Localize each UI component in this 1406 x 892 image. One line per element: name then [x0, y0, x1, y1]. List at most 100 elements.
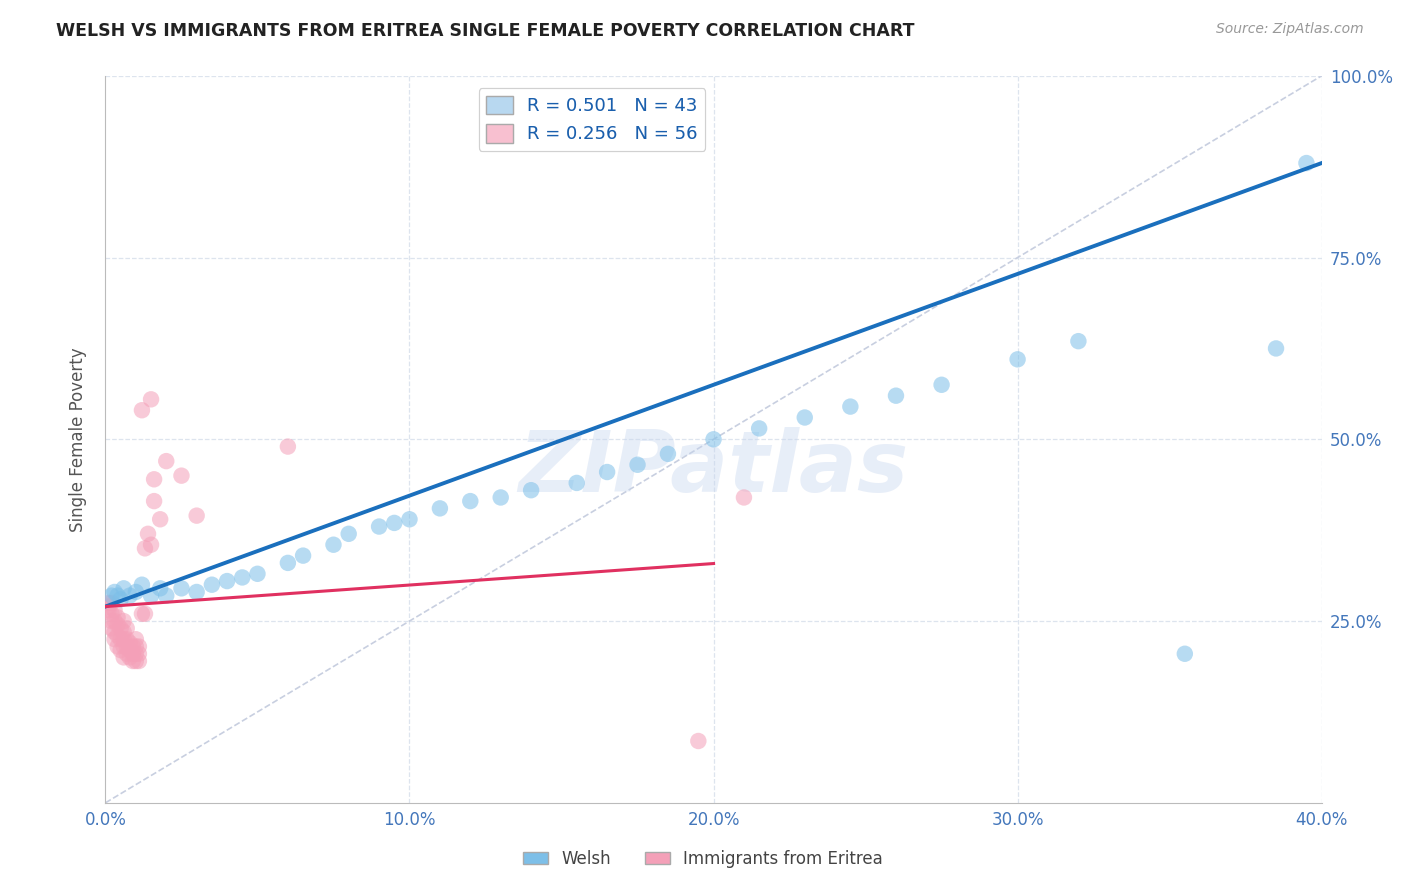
Point — [231, 570, 253, 584]
Point — [143, 472, 166, 486]
Point — [134, 607, 156, 621]
Text: WELSH VS IMMIGRANTS FROM ERITREA SINGLE FEMALE POVERTY CORRELATION CHART: WELSH VS IMMIGRANTS FROM ERITREA SINGLE … — [56, 22, 915, 40]
Point — [100, 607, 122, 621]
Point — [128, 640, 150, 654]
Point — [688, 734, 710, 748]
Point — [128, 654, 150, 668]
Point — [118, 643, 141, 657]
Point — [143, 494, 166, 508]
Point — [489, 491, 512, 505]
Point — [121, 640, 143, 654]
Point — [337, 526, 360, 541]
Point — [125, 654, 148, 668]
Legend: Welsh, Immigrants from Eritrea: Welsh, Immigrants from Eritrea — [516, 844, 890, 875]
Point — [793, 410, 815, 425]
Point — [110, 643, 132, 657]
Point — [100, 589, 122, 603]
Point — [186, 585, 208, 599]
Point — [107, 617, 129, 632]
Point — [155, 454, 177, 468]
Point — [1265, 342, 1288, 356]
Point — [520, 483, 543, 498]
Point — [107, 610, 129, 624]
Point — [110, 632, 132, 647]
Point — [115, 640, 138, 654]
Point — [170, 468, 193, 483]
Point — [107, 640, 129, 654]
Point — [565, 475, 588, 490]
Point — [112, 632, 135, 647]
Point — [115, 621, 138, 635]
Point — [121, 647, 143, 661]
Point — [125, 640, 148, 654]
Point — [657, 447, 679, 461]
Point — [131, 403, 153, 417]
Point — [121, 654, 143, 668]
Point — [292, 549, 315, 563]
Point — [149, 512, 172, 526]
Point — [931, 377, 953, 392]
Point — [103, 614, 125, 628]
Legend: R = 0.501   N = 43, R = 0.256   N = 56: R = 0.501 N = 43, R = 0.256 N = 56 — [478, 88, 706, 151]
Y-axis label: Single Female Poverty: Single Female Poverty — [69, 347, 87, 532]
Point — [107, 629, 129, 643]
Point — [277, 556, 299, 570]
Point — [839, 400, 862, 414]
Point — [1174, 647, 1197, 661]
Point — [246, 566, 269, 581]
Point — [125, 647, 148, 661]
Point — [458, 494, 481, 508]
Point — [186, 508, 208, 523]
Point — [1007, 352, 1029, 367]
Point — [118, 650, 141, 665]
Point — [217, 574, 239, 588]
Point — [429, 501, 451, 516]
Point — [322, 538, 344, 552]
Point — [134, 541, 156, 556]
Point — [125, 632, 148, 647]
Point — [626, 458, 648, 472]
Point — [155, 589, 177, 603]
Point — [139, 392, 162, 407]
Point — [97, 596, 120, 610]
Point — [128, 647, 150, 661]
Point — [112, 582, 135, 596]
Point — [368, 519, 391, 533]
Point — [201, 578, 224, 592]
Point — [1295, 156, 1317, 170]
Point — [748, 421, 770, 435]
Point — [139, 589, 162, 603]
Point — [112, 614, 135, 628]
Point — [115, 647, 138, 661]
Point — [100, 596, 122, 610]
Point — [103, 603, 125, 617]
Point — [398, 512, 420, 526]
Text: Source: ZipAtlas.com: Source: ZipAtlas.com — [1216, 22, 1364, 37]
Point — [1067, 334, 1090, 348]
Point — [382, 516, 405, 530]
Point — [110, 621, 132, 635]
Point — [112, 640, 135, 654]
Point — [100, 614, 122, 628]
Point — [103, 585, 125, 599]
Point — [112, 650, 135, 665]
Point — [131, 578, 153, 592]
Point — [131, 607, 153, 621]
Point — [596, 465, 619, 479]
Point — [103, 624, 125, 639]
Point — [170, 582, 193, 596]
Text: ZIPatlas: ZIPatlas — [519, 427, 908, 510]
Point — [107, 589, 129, 603]
Point — [702, 433, 725, 447]
Point — [112, 624, 135, 639]
Point — [136, 526, 159, 541]
Point — [884, 389, 907, 403]
Point — [118, 636, 141, 650]
Point — [277, 440, 299, 454]
Point — [733, 491, 755, 505]
Point — [100, 621, 122, 635]
Point — [115, 632, 138, 647]
Point — [110, 592, 132, 607]
Point — [149, 582, 172, 596]
Point — [125, 585, 148, 599]
